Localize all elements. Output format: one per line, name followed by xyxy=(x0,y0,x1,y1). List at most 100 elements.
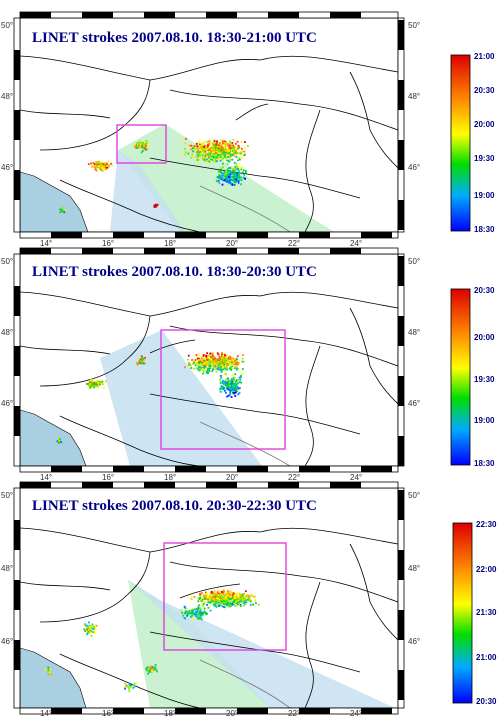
lightning-stroke xyxy=(236,166,239,169)
lightning-stroke xyxy=(223,173,226,176)
lightning-stroke xyxy=(99,383,102,386)
lightning-stroke xyxy=(231,142,234,144)
lightning-stroke xyxy=(226,591,229,594)
lightning-stroke xyxy=(230,396,233,398)
lightning-stroke xyxy=(227,156,229,158)
lightning-stroke xyxy=(199,365,202,367)
lightning-stroke xyxy=(232,391,235,394)
lightning-stroke xyxy=(202,611,204,614)
lightning-stroke xyxy=(207,599,210,602)
lightning-stroke xyxy=(219,375,222,377)
lightning-stroke xyxy=(197,149,199,152)
lightning-stroke xyxy=(218,368,221,371)
lightning-stroke xyxy=(188,362,190,364)
lightning-stroke xyxy=(235,176,238,178)
lightning-stroke xyxy=(237,182,240,184)
lightning-stroke xyxy=(230,382,233,385)
lightning-stroke xyxy=(226,178,229,180)
lightning-stroke xyxy=(220,153,222,156)
lightning-stroke xyxy=(227,361,229,363)
lightning-stroke xyxy=(234,598,237,600)
lightning-stroke xyxy=(221,387,223,390)
lightning-stroke xyxy=(203,369,206,372)
lightning-stroke xyxy=(99,382,102,385)
x-tick-label: 20° xyxy=(226,239,238,248)
lightning-stroke xyxy=(200,614,203,617)
lightning-stroke xyxy=(143,145,145,148)
lightning-stroke xyxy=(184,617,186,620)
lightning-stroke xyxy=(124,685,126,688)
lightning-stroke xyxy=(197,607,200,610)
lightning-stroke xyxy=(233,386,236,388)
lightning-stroke xyxy=(227,143,229,145)
lightning-stroke xyxy=(229,366,232,369)
y-tick-label: 50° xyxy=(408,21,420,30)
lightning-stroke xyxy=(227,385,230,388)
lightning-stroke xyxy=(238,171,240,174)
lightning-stroke xyxy=(221,352,223,354)
lightning-stroke xyxy=(206,153,209,156)
lightning-stroke xyxy=(231,385,234,388)
lightning-stroke xyxy=(198,366,201,369)
lightning-stroke xyxy=(233,148,235,151)
lightning-stroke xyxy=(228,367,231,370)
lightning-stroke xyxy=(224,382,227,384)
lightning-stroke xyxy=(204,365,207,367)
lightning-stroke xyxy=(90,384,92,386)
lightning-stroke xyxy=(220,385,223,387)
lightning-stroke xyxy=(220,175,223,177)
lightning-stroke xyxy=(107,160,109,163)
y-tick-label: 48° xyxy=(1,564,13,573)
lightning-stroke xyxy=(211,158,214,161)
lightning-stroke xyxy=(230,380,233,382)
lightning-stroke xyxy=(63,211,66,214)
lightning-stroke xyxy=(226,388,229,391)
lightning-stroke xyxy=(58,440,61,442)
lightning-stroke xyxy=(223,367,225,370)
lightning-stroke xyxy=(244,595,247,598)
lightning-stroke xyxy=(87,629,89,632)
lightning-stroke xyxy=(218,174,221,177)
lightning-stroke xyxy=(193,361,195,364)
lightning-stroke xyxy=(245,597,248,599)
lightning-stroke xyxy=(243,173,246,176)
lightning-stroke xyxy=(103,386,105,389)
lightning-stroke xyxy=(211,142,214,145)
lightning-stroke xyxy=(213,147,216,150)
lightning-stroke xyxy=(205,363,208,365)
lightning-stroke xyxy=(210,156,213,158)
lightning-stroke xyxy=(46,669,48,671)
lightning-stroke xyxy=(196,145,199,148)
lightning-stroke xyxy=(124,682,126,685)
lightning-stroke xyxy=(47,672,50,675)
lightning-stroke xyxy=(225,157,228,159)
lightning-stroke xyxy=(198,357,201,360)
lightning-stroke xyxy=(231,380,234,383)
x-tick-label: 18° xyxy=(164,473,176,482)
lightning-stroke xyxy=(146,669,148,672)
lightning-stroke xyxy=(216,147,219,149)
colorbar-2 xyxy=(450,288,471,466)
lightning-stroke xyxy=(88,624,91,627)
lightning-stroke xyxy=(227,596,229,599)
lightning-stroke xyxy=(137,361,140,364)
lightning-stroke xyxy=(206,595,209,598)
lightning-stroke xyxy=(197,597,200,599)
lightning-stroke xyxy=(217,144,220,147)
lightning-stroke xyxy=(216,352,219,355)
lightning-stroke xyxy=(254,595,256,598)
lightning-stroke xyxy=(215,180,218,182)
lightning-stroke xyxy=(238,601,241,603)
panel-title-2: LINET strokes 2007.08.10. 18:30-20:30 UT… xyxy=(32,264,317,280)
lightning-stroke xyxy=(203,152,206,155)
lightning-stroke xyxy=(241,594,243,597)
lightning-stroke xyxy=(230,143,233,145)
lightning-stroke xyxy=(218,143,221,145)
lightning-stroke xyxy=(199,360,202,363)
lightning-stroke xyxy=(235,156,238,158)
lightning-stroke xyxy=(137,146,139,149)
y-tick-label: 48° xyxy=(408,328,420,337)
lightning-stroke xyxy=(214,152,216,155)
lightning-stroke xyxy=(220,369,223,371)
lightning-stroke xyxy=(191,612,194,615)
